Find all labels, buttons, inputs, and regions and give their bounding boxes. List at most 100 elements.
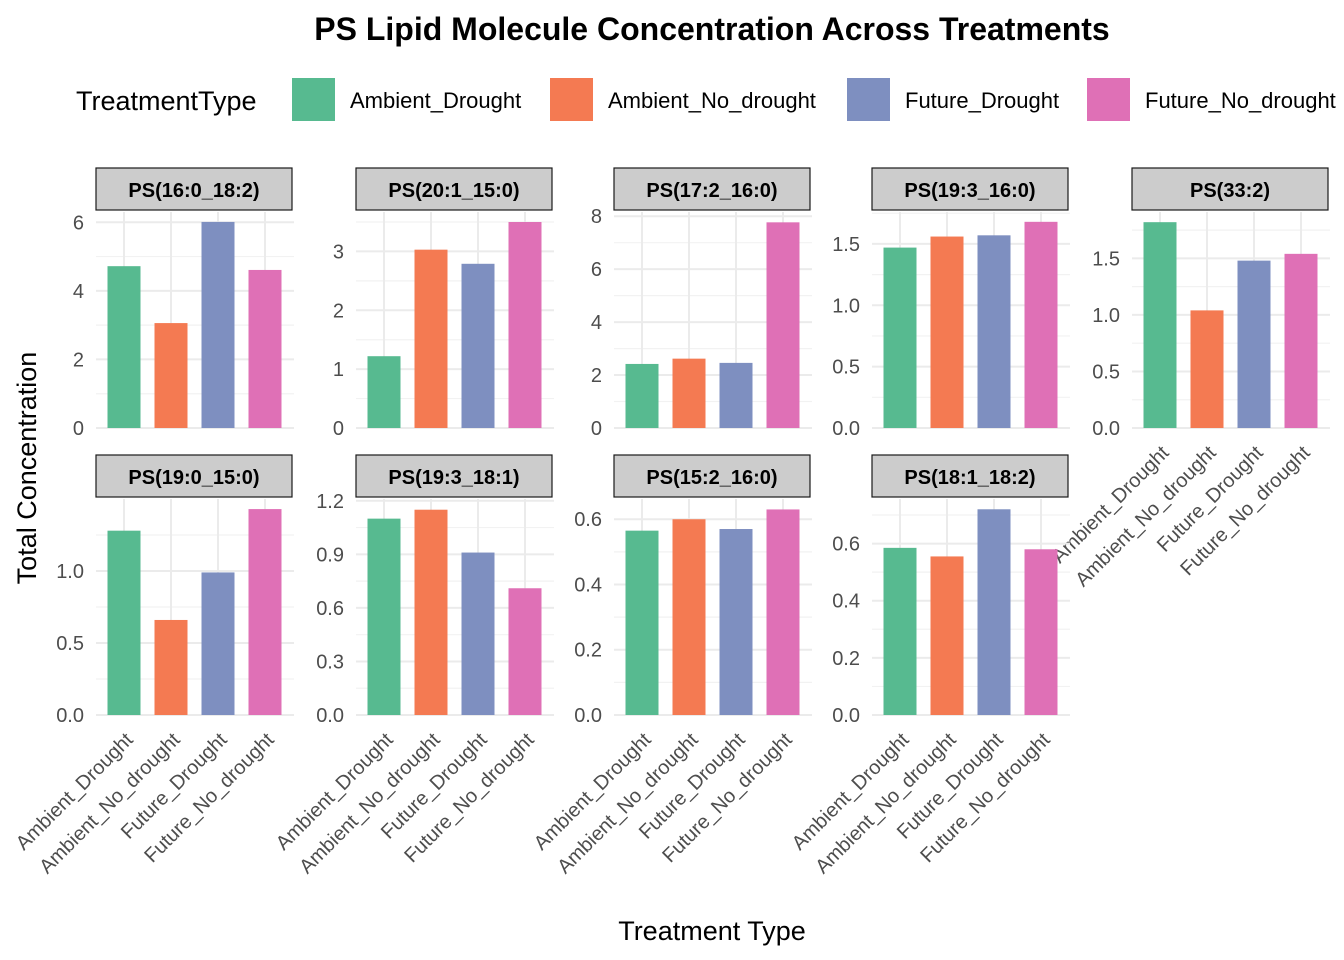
- bar: [883, 547, 917, 715]
- y-tick-label: 0.0: [574, 705, 602, 727]
- y-tick-label: 0.5: [56, 633, 84, 655]
- bar: [414, 509, 448, 715]
- facet-strip: [613, 167, 811, 211]
- legend-item: Future_Drought: [847, 78, 1059, 121]
- facet-strip-label: PS(33:2): [1190, 180, 1270, 202]
- legend-swatch: [1087, 78, 1130, 121]
- bar: [672, 519, 706, 715]
- bar: [154, 323, 188, 428]
- y-tick-label: 0.0: [1092, 418, 1120, 440]
- y-tick-label: 0: [591, 418, 602, 440]
- bar: [1284, 253, 1318, 428]
- y-tick-label: 0: [333, 418, 344, 440]
- legend-label: Ambient_Drought: [350, 88, 521, 113]
- y-tick-label: 1.0: [1092, 305, 1120, 327]
- y-tick-label: 0.3: [316, 651, 344, 673]
- bar: [625, 530, 659, 715]
- y-tick-label: 6: [73, 212, 84, 234]
- bar: [766, 222, 800, 428]
- legend-label: Ambient_No_drought: [608, 88, 816, 113]
- bar: [977, 235, 1011, 428]
- facet-strip: [355, 454, 553, 498]
- y-tick-label: 2: [73, 349, 84, 371]
- facet-strip: [95, 454, 293, 498]
- facet-strip-label: PS(19:3_16:0): [904, 180, 1035, 202]
- y-tick-label: 0.0: [316, 705, 344, 727]
- y-tick-label: 0.5: [832, 357, 860, 379]
- y-tick-label: 4: [591, 312, 602, 334]
- y-tick-label: 0.6: [832, 534, 860, 556]
- y-axis-title: Total Concentration: [12, 352, 42, 585]
- legend-item: Ambient_No_drought: [550, 78, 816, 121]
- bar: [508, 588, 542, 715]
- y-tick-label: 4: [73, 281, 84, 303]
- bar: [461, 552, 495, 715]
- legend-title: TreatmentType: [76, 86, 257, 116]
- y-tick-label: 0.6: [316, 598, 344, 620]
- x-axis-title: Treatment Type: [618, 916, 806, 946]
- bar: [719, 362, 753, 428]
- facet-panel: 0.00.20.40.6PS(15:2_16:0)Ambient_Drought…: [530, 454, 812, 878]
- bar: [1190, 310, 1224, 428]
- y-tick-label: 0.0: [56, 705, 84, 727]
- legend-swatch: [847, 78, 890, 121]
- bar: [107, 266, 141, 428]
- bar: [672, 358, 706, 428]
- y-tick-label: 8: [591, 206, 602, 228]
- y-tick-label: 1.2: [316, 491, 344, 513]
- y-tick-label: 0.6: [574, 509, 602, 531]
- y-tick-label: 1.5: [832, 234, 860, 256]
- bar: [367, 356, 401, 428]
- facet-panel: 0.00.30.60.91.2PS(19:3_18:1)Ambient_Drou…: [272, 454, 554, 878]
- bar: [719, 529, 753, 715]
- facet-strip-label: PS(20:1_15:0): [388, 180, 519, 202]
- legend-swatch: [550, 78, 593, 121]
- y-tick-label: 0.0: [832, 418, 860, 440]
- bar: [107, 530, 141, 715]
- facet-strip: [95, 167, 293, 211]
- legend-item: Future_No_drought: [1087, 78, 1336, 121]
- chart-title: PS Lipid Molecule Concentration Across T…: [314, 11, 1109, 47]
- bar: [201, 572, 235, 715]
- bar: [1237, 260, 1271, 428]
- y-tick-label: 0.5: [1092, 361, 1120, 383]
- legend-label: Future_No_drought: [1145, 88, 1336, 113]
- bar: [1143, 222, 1177, 428]
- facet-panel: 0 2 4 6 PS(16:0_18:2): [73, 167, 294, 440]
- y-tick-label: 0.4: [832, 591, 860, 613]
- facet-strip: [871, 454, 1069, 498]
- y-tick-label: 1.5: [1092, 248, 1120, 270]
- bar: [930, 236, 964, 428]
- facet-strip: [1131, 167, 1329, 211]
- bar: [1024, 221, 1058, 428]
- facet-strip-label: PS(19:3_18:1): [388, 467, 519, 489]
- bar: [367, 518, 401, 715]
- bar: [1024, 549, 1058, 715]
- facet-strip: [871, 167, 1069, 211]
- y-tick-label: 0: [73, 418, 84, 440]
- y-tick-label: 0.2: [574, 640, 602, 662]
- y-tick-label: 0.2: [832, 648, 860, 670]
- y-tick-label: 1.0: [832, 295, 860, 317]
- bar: [248, 509, 282, 715]
- facet-panel: 0.00.20.40.6PS(18:1_18:2)Ambient_Drought…: [788, 454, 1070, 878]
- bar: [414, 249, 448, 428]
- y-tick-label: 1: [333, 359, 344, 381]
- facet-strip-label: PS(18:1_18:2): [904, 467, 1035, 489]
- y-tick-label: 0.0: [832, 705, 860, 727]
- facet-panel: 0.00.51.0PS(19:0_15:0)Ambient_DroughtAmb…: [12, 454, 294, 878]
- facet-panel: 0 1 2 3 PS(20:1_15:0): [333, 167, 554, 440]
- facet-panel: 0 2 4 6 8 PS(17:2_16:0): [591, 167, 812, 440]
- facet-panels: 0 2 4 6 PS(16:0_18:2) 0 1 2 3 PS(20:1_15:0) 0 2 4 6 8 P…: [12, 167, 1330, 878]
- bar: [766, 509, 800, 715]
- y-tick-label: 3: [333, 241, 344, 263]
- bar: [883, 247, 917, 428]
- bar: [930, 556, 964, 715]
- y-tick-label: 0.9: [316, 544, 344, 566]
- y-tick-label: 6: [591, 259, 602, 281]
- bar: [508, 222, 542, 428]
- facet-strip-label: PS(19:0_15:0): [128, 467, 259, 489]
- bar: [461, 263, 495, 428]
- legend-item: Ambient_Drought: [292, 78, 521, 121]
